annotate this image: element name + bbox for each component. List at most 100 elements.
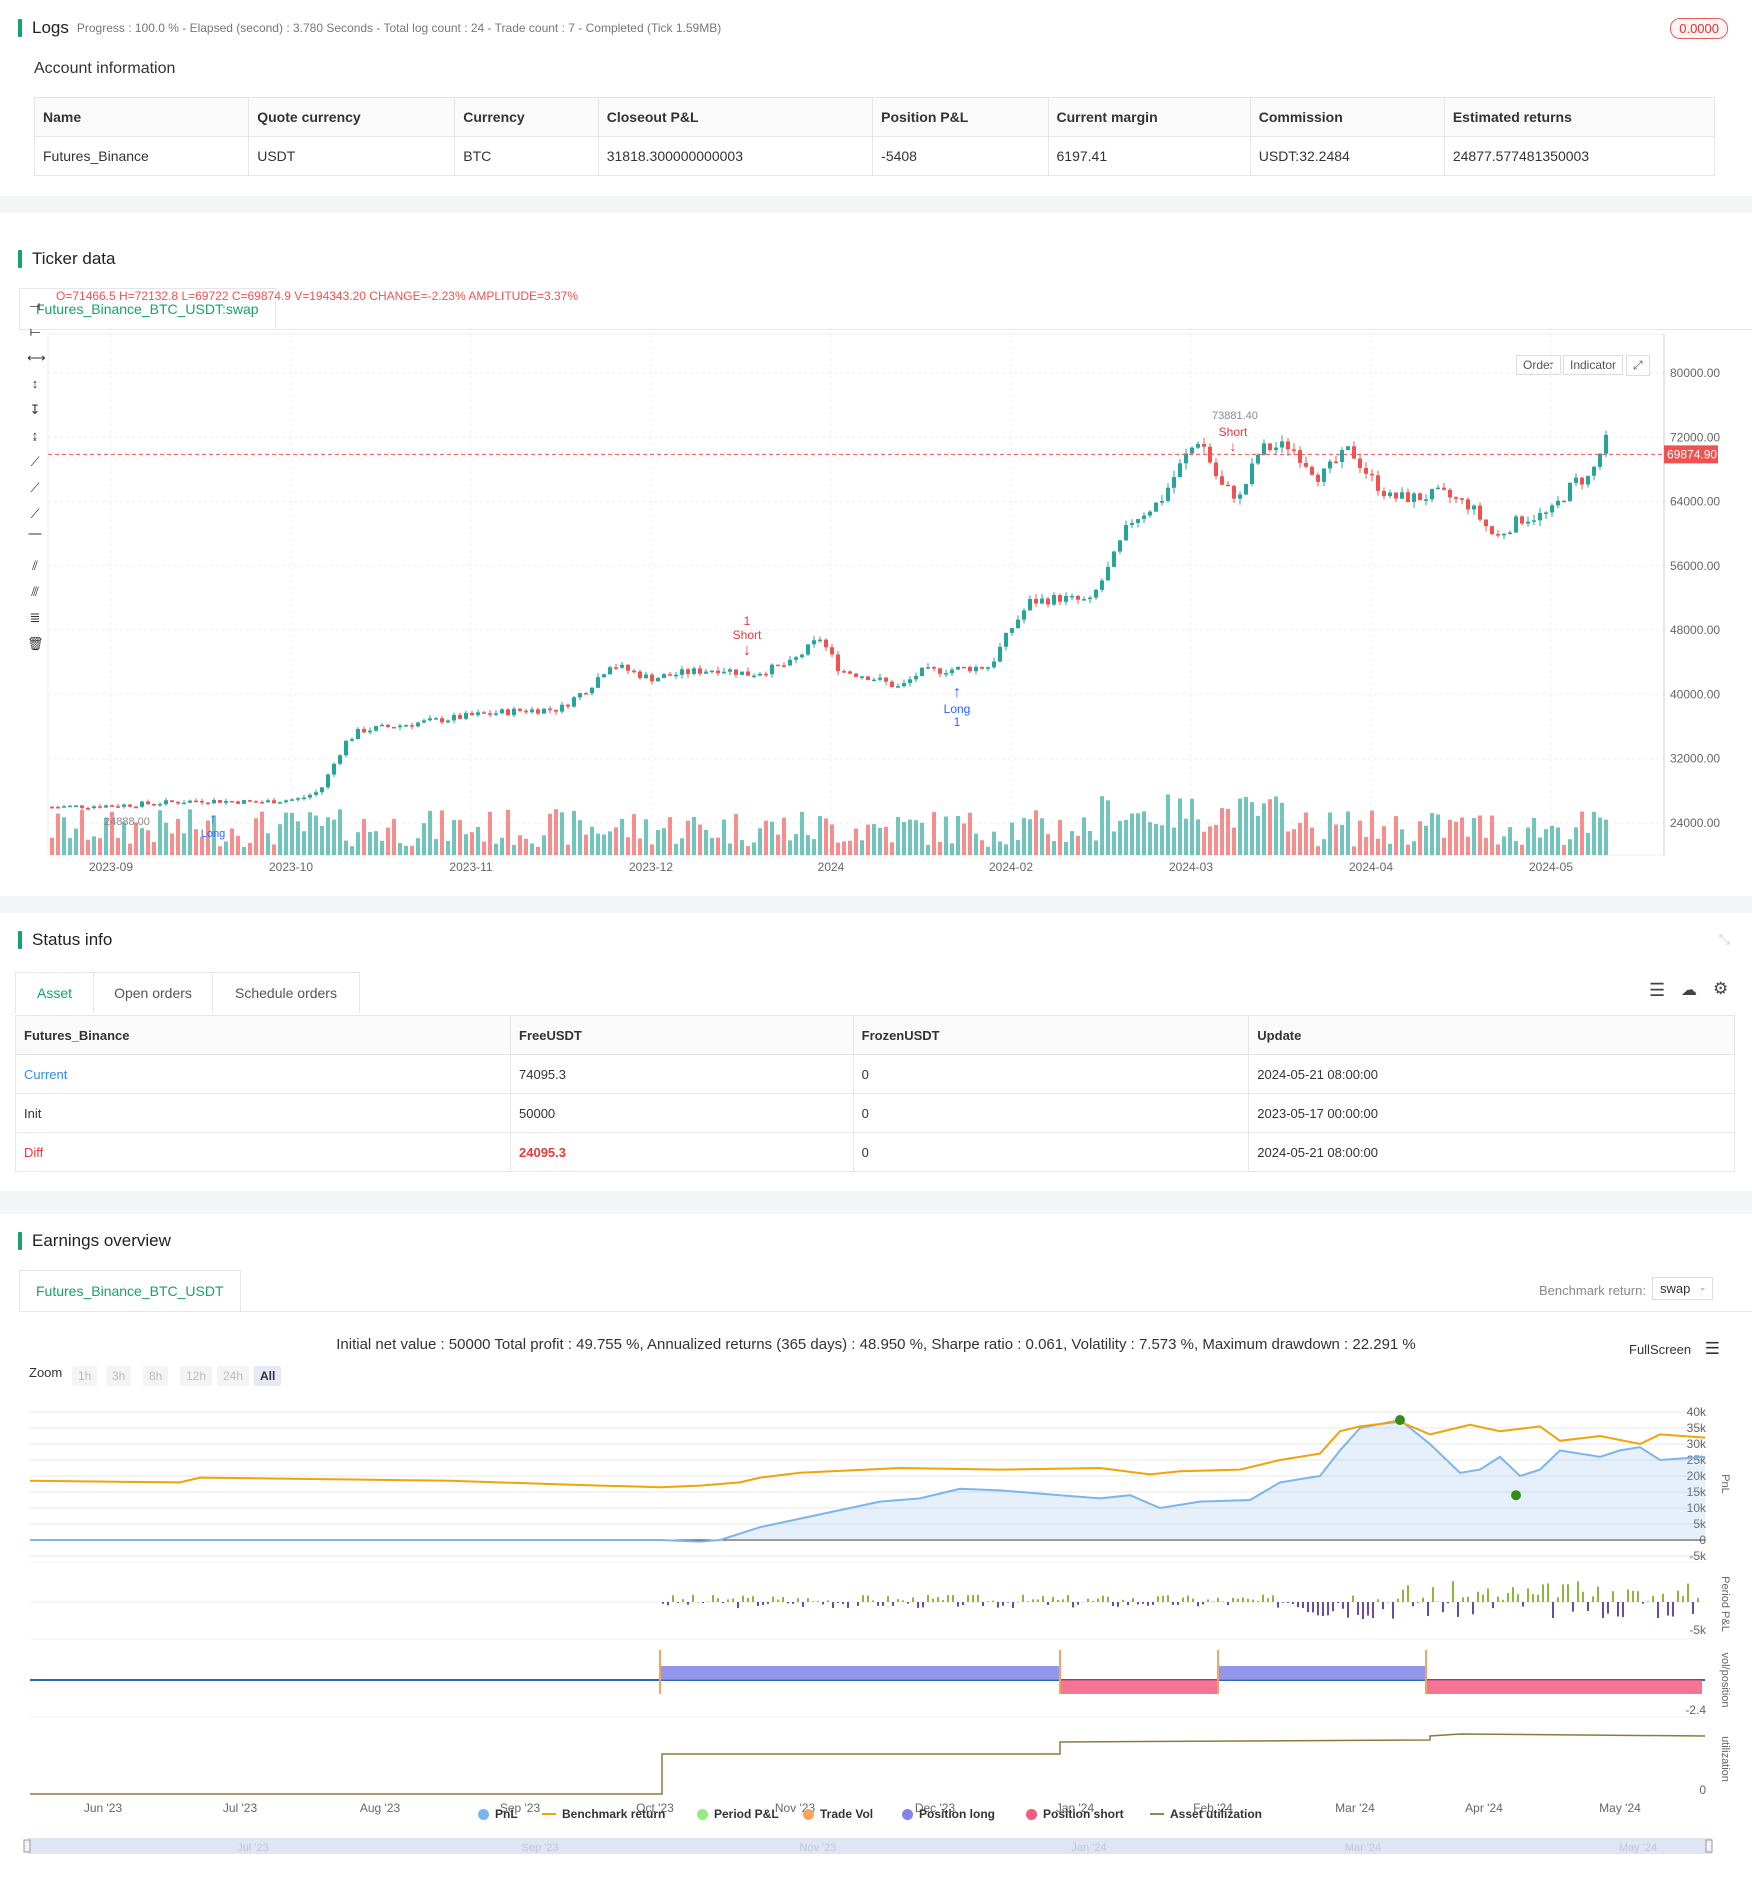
max-marker bbox=[1395, 1415, 1405, 1425]
candle bbox=[800, 654, 804, 658]
trend-line-icon[interactable]: ⟋ bbox=[30, 454, 40, 469]
candle bbox=[386, 724, 390, 727]
period-bar bbox=[887, 1595, 889, 1602]
zoom-1h-button[interactable]: 1h bbox=[72, 1366, 98, 1386]
trash-icon[interactable]: 🗑 bbox=[27, 636, 44, 651]
candle bbox=[1520, 516, 1524, 524]
candle bbox=[494, 713, 498, 715]
zoom-3h-button[interactable]: 3h bbox=[106, 1366, 132, 1386]
candle bbox=[1418, 493, 1422, 501]
legend-item[interactable]: Asset utilization bbox=[1150, 1807, 1262, 1821]
fibonacci-icon[interactable]: ⫻ bbox=[31, 584, 39, 599]
period-bar bbox=[1192, 1598, 1194, 1602]
vertical-line-icon[interactable]: ↕ bbox=[31, 376, 39, 391]
period-bar bbox=[1502, 1599, 1504, 1602]
period-bar bbox=[877, 1602, 879, 1606]
volume-bar bbox=[1484, 837, 1488, 855]
period-bar bbox=[1147, 1602, 1149, 1606]
period-bar bbox=[1507, 1593, 1509, 1602]
summary-text: Initial net value : 50000 Total profit :… bbox=[336, 1336, 1416, 1353]
candle bbox=[212, 800, 216, 804]
tab-asset[interactable]: Asset bbox=[15, 972, 94, 1013]
candle bbox=[812, 640, 816, 645]
legend-item[interactable]: Period P&L bbox=[697, 1807, 779, 1821]
horizontal-segment-icon[interactable]: ⟷ bbox=[27, 350, 46, 365]
x-tick-label: Aug '23 bbox=[360, 1801, 401, 1815]
price-line-icon[interactable]: ⎺ bbox=[28, 532, 42, 547]
x-tick-label: 2024-04 bbox=[1349, 860, 1393, 874]
zoom-all-button[interactable]: All bbox=[254, 1366, 282, 1386]
volume-bar bbox=[1184, 818, 1188, 855]
volume-bar bbox=[1166, 794, 1170, 855]
volume-bar bbox=[842, 841, 846, 855]
period-bar bbox=[1122, 1599, 1124, 1602]
candle bbox=[872, 679, 876, 682]
candle bbox=[1304, 462, 1308, 467]
volume-bar bbox=[1382, 826, 1386, 855]
volume-bar bbox=[236, 835, 240, 855]
y-tick-label: 72000.00 bbox=[1670, 430, 1720, 444]
legend-swatch bbox=[1026, 1808, 1037, 1820]
volume-bar bbox=[1424, 825, 1428, 855]
high-marker: 73881.40 bbox=[1212, 410, 1258, 422]
list-icon[interactable]: ☰ bbox=[1649, 980, 1666, 1000]
collapse-icon[interactable]: ⤡ bbox=[1718, 931, 1730, 947]
volume-bar bbox=[944, 816, 948, 855]
candle bbox=[614, 667, 618, 669]
ray-line-icon[interactable]: ⟋ bbox=[30, 480, 40, 495]
volume-bar bbox=[716, 837, 720, 855]
zoom-12h-button[interactable]: 12h bbox=[180, 1366, 213, 1386]
vertical-segment-icon[interactable]: ↨ bbox=[31, 428, 39, 443]
legend-item[interactable]: Trade Vol bbox=[803, 1807, 873, 1821]
volume-bar bbox=[272, 844, 276, 855]
cloud-download-icon[interactable]: ☁ bbox=[1681, 982, 1697, 999]
legend-item[interactable]: PnL bbox=[478, 1807, 518, 1821]
volume-bar bbox=[284, 812, 288, 855]
candle bbox=[1454, 497, 1458, 499]
indicator-button[interactable]: Indicator bbox=[1563, 355, 1624, 375]
volume-bar bbox=[1550, 825, 1554, 855]
volume-bar bbox=[908, 819, 912, 855]
zoom-8h-button[interactable]: 8h bbox=[143, 1366, 169, 1386]
volume-bar bbox=[1346, 811, 1350, 855]
tab-ticker-symbol[interactable]: Futures_Binance_BTC_USDT:swap bbox=[19, 288, 276, 329]
legend-item[interactable]: Benchmark return bbox=[542, 1807, 665, 1821]
volume-bar bbox=[812, 839, 816, 855]
tab-schedule-orders[interactable]: Schedule orders bbox=[212, 972, 360, 1013]
fullscreen-button[interactable]: FullScreen ☰ bbox=[1629, 1339, 1720, 1359]
volume-bar bbox=[254, 818, 258, 855]
vertical-ray-icon[interactable]: ↧ bbox=[29, 402, 41, 417]
zoom-24h-button[interactable]: 24h bbox=[217, 1366, 250, 1386]
period-bar bbox=[1362, 1602, 1364, 1619]
period-bar bbox=[1497, 1596, 1499, 1602]
period-bar bbox=[1142, 1602, 1144, 1604]
period-bar bbox=[1047, 1602, 1049, 1605]
position-short-bar bbox=[1426, 1680, 1702, 1694]
volume-bar bbox=[320, 825, 324, 855]
legend-item[interactable]: Position short bbox=[1026, 1807, 1124, 1821]
volume-bar bbox=[956, 815, 960, 855]
legend-item[interactable]: Position long bbox=[902, 1807, 995, 1821]
horizontal-line-icon[interactable]: ⟞ bbox=[29, 298, 41, 313]
segment-line-icon[interactable]: ⟋ bbox=[30, 506, 40, 521]
parallel-channel-icon[interactable]: ⫽ bbox=[32, 558, 38, 573]
candle bbox=[1016, 619, 1020, 629]
candle bbox=[1274, 447, 1278, 451]
volume-bar bbox=[902, 821, 906, 855]
order-button[interactable]: Order bbox=[1516, 355, 1561, 375]
candle bbox=[734, 669, 738, 675]
period-bar bbox=[1312, 1602, 1314, 1613]
volume-bar bbox=[1412, 841, 1416, 855]
expand-icon[interactable]: ⤢ bbox=[1626, 355, 1650, 376]
tab-earnings-symbol[interactable]: Futures_Binance_BTC_USDT bbox=[19, 1270, 241, 1311]
gear-icon[interactable]: ⚙ bbox=[1713, 979, 1729, 998]
volume-bar bbox=[428, 811, 432, 855]
tab-open-orders[interactable]: Open orders bbox=[93, 972, 213, 1013]
period-bar bbox=[872, 1600, 874, 1602]
status-cell: Init bbox=[14, 1093, 512, 1133]
benchmark-select[interactable]: swap ⌄ bbox=[1652, 1277, 1714, 1300]
menu-icon[interactable]: ☰ bbox=[1704, 1339, 1721, 1358]
horizontal-ray-icon[interactable]: ⟝ bbox=[29, 324, 41, 339]
period-bar bbox=[1517, 1594, 1519, 1602]
fib-levels-icon[interactable]: ≣ bbox=[29, 610, 41, 625]
